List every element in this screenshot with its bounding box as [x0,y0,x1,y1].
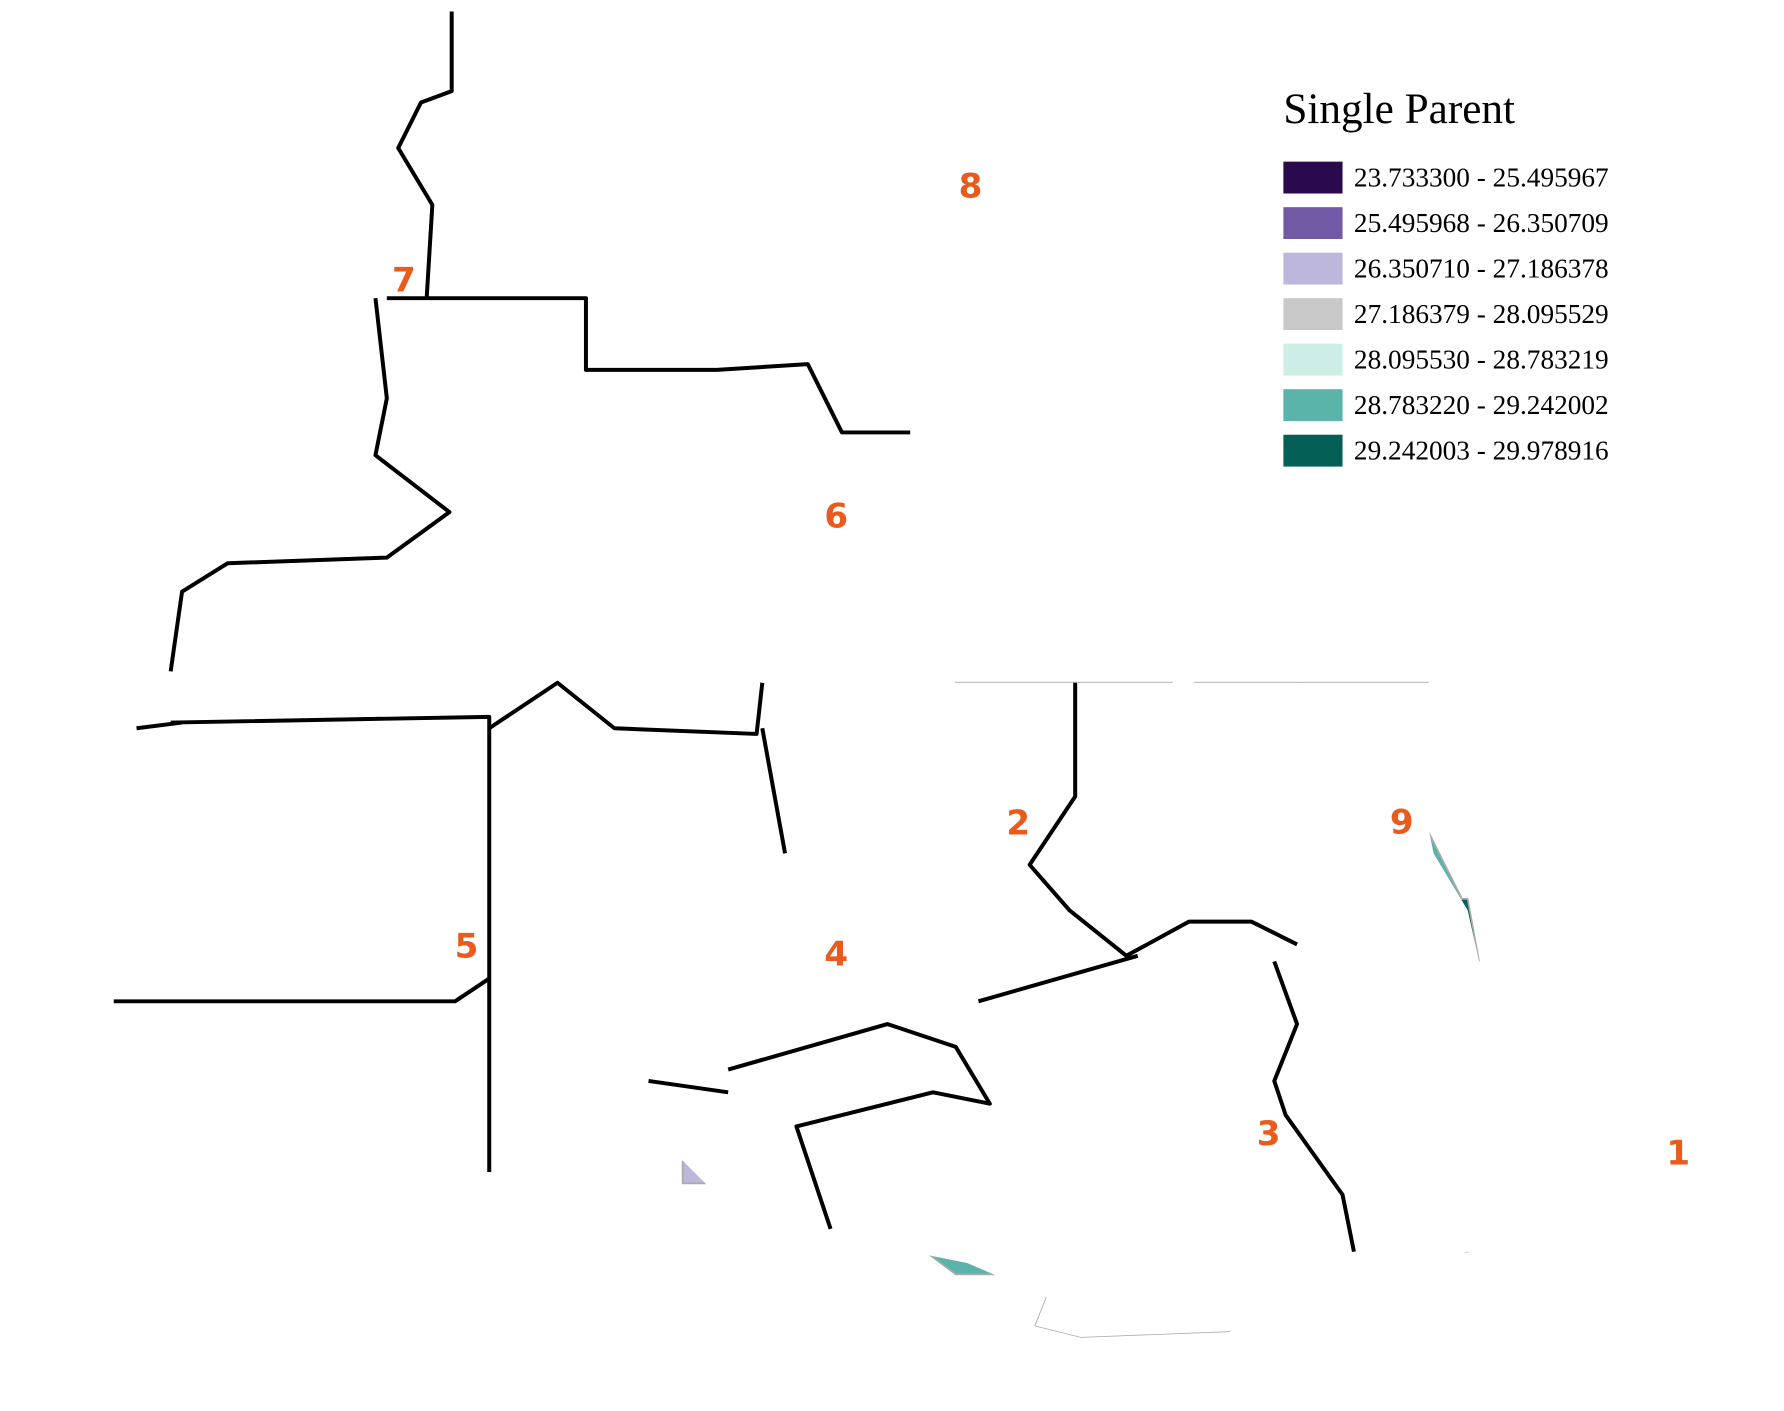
legend-swatch [1283,252,1343,285]
legend-label: 27.186379 - 28.095529 [1354,299,1609,329]
region-boundaries [9,9,1755,1339]
legend-label: 28.095530 - 28.783219 [1354,345,1609,375]
region-label: 2 [1006,803,1030,843]
region-label: 6 [824,496,848,536]
legend-swatch [1283,161,1343,194]
region-labels: 1 2 3 4 5 6 7 8 9 [392,166,1690,1173]
region-label: 5 [455,926,479,966]
legend: 23.733300 - 25.495967 25.495968 - 26.3507… [1283,161,1609,467]
region-label: 9 [1390,802,1414,842]
region-label: 1 [1666,1133,1690,1173]
legend-swatch [1283,298,1343,331]
legend-swatch [1283,343,1343,376]
legend-label: 25.495968 - 26.350709 [1354,208,1609,238]
region-label: 3 [1257,1114,1281,1154]
legend-swatch [1283,389,1343,422]
legend-label: 29.242003 - 29.978916 [1354,436,1609,466]
legend-label: 28.783220 - 29.242002 [1354,390,1609,420]
legend-label: 26.350710 - 27.186378 [1354,254,1609,284]
legend-label: 23.733300 - 25.495967 [1354,163,1609,193]
region-label: 8 [959,166,983,206]
region-label: 4 [824,934,848,974]
region-label: 7 [392,261,416,301]
legend-title: Single Parent [1283,85,1515,133]
legend-swatch [1283,434,1343,467]
legend-swatch [1283,207,1343,240]
